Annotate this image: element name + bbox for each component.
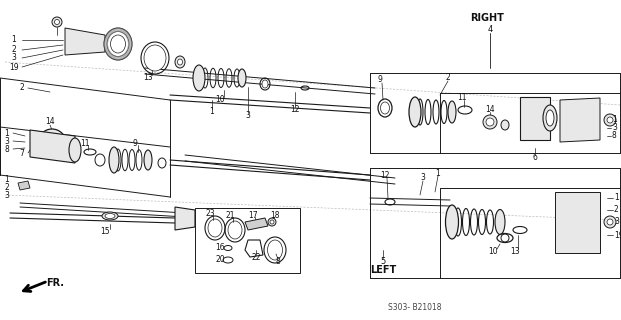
Text: 13: 13 (510, 247, 520, 257)
Ellipse shape (270, 220, 274, 224)
Ellipse shape (105, 213, 115, 219)
Text: 1: 1 (4, 175, 9, 185)
Ellipse shape (193, 65, 205, 91)
Text: FR.: FR. (46, 278, 64, 288)
Circle shape (55, 20, 60, 25)
Text: RIGHT: RIGHT (470, 13, 504, 23)
Ellipse shape (268, 218, 276, 226)
Ellipse shape (175, 56, 185, 68)
Text: 5: 5 (381, 258, 386, 267)
Ellipse shape (445, 205, 458, 239)
Polygon shape (30, 130, 75, 163)
Text: 1: 1 (612, 116, 617, 124)
Ellipse shape (501, 120, 509, 130)
Text: 7: 7 (20, 148, 24, 157)
Text: 19: 19 (614, 230, 621, 239)
Text: 13: 13 (143, 74, 153, 83)
Text: 1: 1 (4, 129, 9, 138)
Text: 3: 3 (4, 191, 9, 201)
Text: 19: 19 (9, 62, 19, 71)
Text: 22: 22 (252, 253, 261, 262)
Text: 3: 3 (4, 137, 9, 146)
Ellipse shape (102, 212, 118, 220)
Text: 4: 4 (487, 26, 492, 35)
Circle shape (38, 129, 66, 157)
Text: 2: 2 (12, 45, 16, 54)
Polygon shape (245, 218, 268, 230)
Ellipse shape (448, 101, 456, 123)
Ellipse shape (262, 80, 268, 88)
Text: 20: 20 (215, 255, 225, 265)
Text: 11: 11 (80, 139, 90, 148)
Text: 2: 2 (4, 183, 9, 193)
Circle shape (52, 17, 62, 27)
Text: 12: 12 (380, 171, 390, 180)
Polygon shape (555, 192, 600, 253)
Text: 14: 14 (485, 106, 495, 115)
Text: 16: 16 (215, 244, 225, 252)
Ellipse shape (144, 150, 152, 170)
Ellipse shape (495, 210, 505, 235)
Text: 10: 10 (215, 95, 225, 105)
Ellipse shape (69, 138, 81, 162)
Polygon shape (65, 28, 105, 55)
Ellipse shape (104, 28, 132, 60)
Ellipse shape (144, 45, 166, 71)
Text: 10: 10 (488, 247, 498, 257)
Text: 3: 3 (612, 124, 617, 132)
Ellipse shape (546, 110, 554, 126)
Polygon shape (560, 98, 600, 142)
Circle shape (604, 216, 616, 228)
Text: 9: 9 (132, 139, 137, 148)
Text: 21: 21 (225, 211, 235, 220)
Ellipse shape (409, 97, 421, 127)
Ellipse shape (238, 69, 246, 87)
Circle shape (607, 117, 613, 123)
Text: 1: 1 (12, 36, 16, 44)
Text: 15: 15 (100, 228, 110, 236)
Polygon shape (175, 207, 195, 230)
Circle shape (486, 118, 494, 126)
Text: 3: 3 (420, 173, 425, 182)
Text: 2: 2 (20, 84, 24, 92)
Text: S303- B21018: S303- B21018 (388, 302, 442, 311)
Circle shape (607, 219, 613, 225)
Circle shape (483, 115, 497, 129)
Text: 17: 17 (248, 211, 258, 220)
Text: 14: 14 (45, 117, 55, 126)
Text: 6: 6 (533, 154, 537, 163)
Ellipse shape (543, 105, 557, 131)
Text: 1: 1 (210, 108, 214, 116)
Polygon shape (520, 97, 550, 140)
Bar (195, 208, 300, 273)
Text: 12: 12 (290, 106, 300, 115)
Text: 18: 18 (270, 211, 279, 220)
Text: 23: 23 (205, 209, 215, 218)
Text: 9: 9 (378, 76, 383, 84)
Ellipse shape (109, 147, 119, 173)
Circle shape (44, 135, 60, 151)
Ellipse shape (178, 59, 183, 65)
Text: 8: 8 (276, 258, 280, 267)
Text: 1: 1 (614, 194, 619, 203)
Text: 3: 3 (12, 53, 16, 62)
Text: 11: 11 (457, 93, 467, 102)
Text: 1: 1 (435, 169, 440, 178)
Text: 2: 2 (614, 205, 619, 214)
Ellipse shape (111, 35, 125, 53)
Text: 2: 2 (446, 74, 450, 83)
Text: LEFT: LEFT (370, 265, 396, 275)
Polygon shape (18, 181, 30, 190)
Text: 3: 3 (614, 218, 619, 227)
Circle shape (604, 114, 616, 126)
Ellipse shape (381, 102, 389, 114)
Ellipse shape (107, 31, 129, 57)
Text: 8: 8 (612, 132, 617, 140)
Text: 8: 8 (4, 145, 9, 154)
Text: 3: 3 (245, 111, 250, 121)
